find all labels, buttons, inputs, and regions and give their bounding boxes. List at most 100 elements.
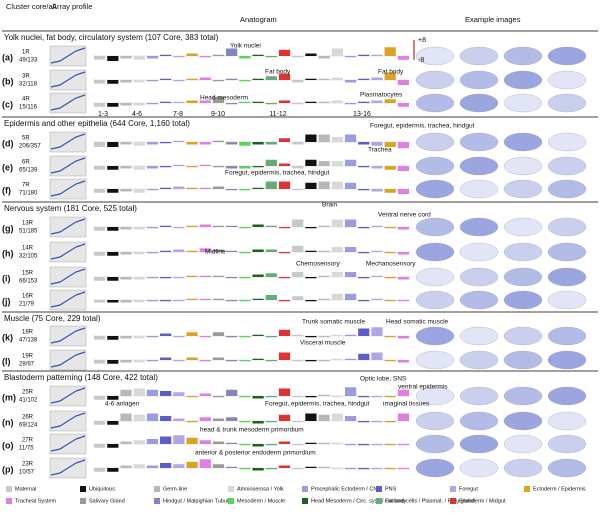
bar [397, 252, 409, 255]
example-image [415, 179, 455, 199]
legend-label: Foregut [459, 486, 478, 492]
bar [239, 80, 251, 82]
bar [133, 142, 145, 146]
bar [226, 277, 238, 279]
legend-swatch [154, 498, 160, 504]
example-image [415, 156, 455, 176]
section-title: Nervous system (181 Core, 525 total) [4, 204, 137, 213]
bar [252, 224, 264, 227]
row-count: 71/180 [19, 191, 38, 197]
example-image [547, 46, 587, 66]
example-image [547, 70, 587, 90]
bar [239, 56, 251, 59]
legend-label: Garland cells / Plasmat. / Ring gland [385, 498, 474, 504]
bar [305, 101, 317, 103]
bar [107, 444, 119, 448]
row-cluster: 3R [22, 74, 30, 80]
row-letter: (e) [2, 162, 13, 172]
row-cluster: 4R [22, 97, 30, 103]
bar [305, 360, 317, 362]
bar [226, 360, 238, 362]
bar [212, 249, 225, 252]
bar [371, 468, 383, 470]
bar [305, 227, 317, 229]
annotation: Foregut, epidermis, trachea, hindgut [225, 170, 330, 177]
bar [186, 421, 198, 423]
bar [305, 182, 317, 189]
bar [278, 163, 291, 166]
bar [173, 277, 185, 279]
scale-label: -8 [418, 57, 424, 64]
bar [173, 101, 185, 103]
bar [107, 336, 119, 340]
stage-label: 1-3 [98, 111, 108, 118]
bar [212, 186, 225, 189]
bar [199, 77, 211, 80]
bar [318, 298, 330, 300]
bar [133, 56, 145, 60]
bar [278, 49, 291, 56]
bar [265, 76, 277, 80]
bar [331, 358, 343, 360]
example-image [547, 458, 587, 478]
bar [107, 396, 119, 400]
bar [212, 418, 225, 421]
bar [318, 466, 330, 468]
bar [239, 227, 251, 229]
bar [292, 189, 304, 191]
bar [384, 142, 396, 147]
bar [199, 248, 211, 252]
bar [371, 444, 383, 446]
bar [94, 142, 106, 147]
bar [384, 227, 396, 229]
bar [173, 227, 185, 229]
example-image [547, 350, 587, 370]
example-image [459, 46, 499, 66]
legend-label: Hindgut / Malpighian Tubules [163, 498, 234, 504]
bar [239, 189, 251, 191]
row-count: 47/138 [19, 338, 38, 344]
bar [239, 468, 251, 470]
bar [278, 277, 291, 279]
bar [199, 440, 211, 444]
bar [384, 189, 396, 193]
bar [371, 54, 383, 56]
bar [160, 463, 172, 468]
bar [212, 80, 225, 82]
array-line [50, 327, 86, 344]
legend-swatch [302, 498, 308, 504]
bar [146, 336, 159, 338]
annotation: Trachea [368, 147, 392, 154]
bar [371, 225, 383, 227]
bar [94, 360, 106, 364]
bar [239, 101, 251, 103]
annotation: Mechanosensory [366, 261, 416, 268]
bar [160, 436, 172, 444]
bar [133, 440, 145, 444]
bar [358, 101, 370, 103]
bar [133, 464, 145, 468]
bar [199, 417, 211, 421]
bar [199, 393, 211, 396]
annotation: imaginal tissues [383, 401, 430, 408]
bar [397, 413, 409, 421]
bar [146, 360, 159, 362]
legend-swatch [302, 486, 308, 492]
bar [133, 300, 145, 303]
bar [305, 396, 317, 398]
bar [331, 334, 343, 336]
bar [173, 464, 185, 468]
example-image [459, 386, 499, 406]
bar [186, 166, 198, 168]
bar [292, 80, 304, 83]
bar [212, 166, 225, 168]
section-title: Yolk nuclei, fat body, circulatory syste… [4, 33, 219, 42]
stage-label: 13-16 [353, 111, 371, 118]
example-image [459, 326, 499, 346]
bar [358, 252, 370, 254]
bar [173, 418, 185, 421]
row-cluster: 14R [22, 246, 34, 252]
bar [226, 103, 238, 105]
bar [397, 80, 409, 85]
bar [133, 80, 145, 83]
